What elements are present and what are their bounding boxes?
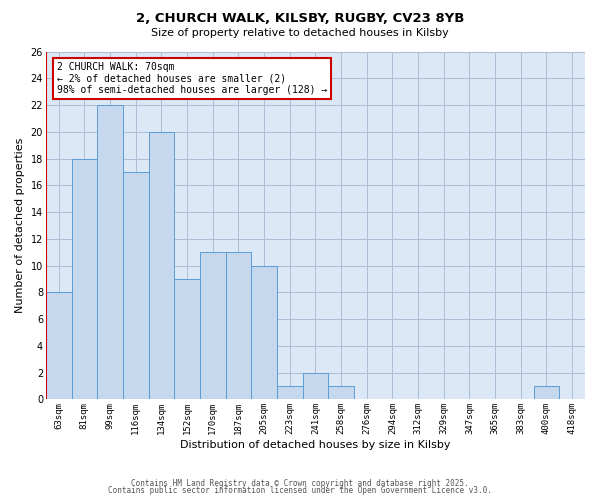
Text: Size of property relative to detached houses in Kilsby: Size of property relative to detached ho… xyxy=(151,28,449,38)
Bar xyxy=(226,252,251,400)
Y-axis label: Number of detached properties: Number of detached properties xyxy=(15,138,25,313)
Bar xyxy=(97,105,123,400)
Bar xyxy=(71,158,97,400)
Bar xyxy=(149,132,174,400)
Bar xyxy=(174,279,200,400)
Text: 2, CHURCH WALK, KILSBY, RUGBY, CV23 8YB: 2, CHURCH WALK, KILSBY, RUGBY, CV23 8YB xyxy=(136,12,464,26)
Bar xyxy=(277,386,302,400)
X-axis label: Distribution of detached houses by size in Kilsby: Distribution of detached houses by size … xyxy=(180,440,451,450)
Bar xyxy=(123,172,149,400)
Text: Contains public sector information licensed under the Open Government Licence v3: Contains public sector information licen… xyxy=(108,486,492,495)
Text: 2 CHURCH WALK: 70sqm
← 2% of detached houses are smaller (2)
98% of semi-detache: 2 CHURCH WALK: 70sqm ← 2% of detached ho… xyxy=(56,62,327,95)
Bar xyxy=(200,252,226,400)
Text: Contains HM Land Registry data © Crown copyright and database right 2025.: Contains HM Land Registry data © Crown c… xyxy=(131,478,469,488)
Bar xyxy=(328,386,354,400)
Bar xyxy=(251,266,277,400)
Bar xyxy=(533,386,559,400)
Bar xyxy=(302,372,328,400)
Bar xyxy=(46,292,71,400)
